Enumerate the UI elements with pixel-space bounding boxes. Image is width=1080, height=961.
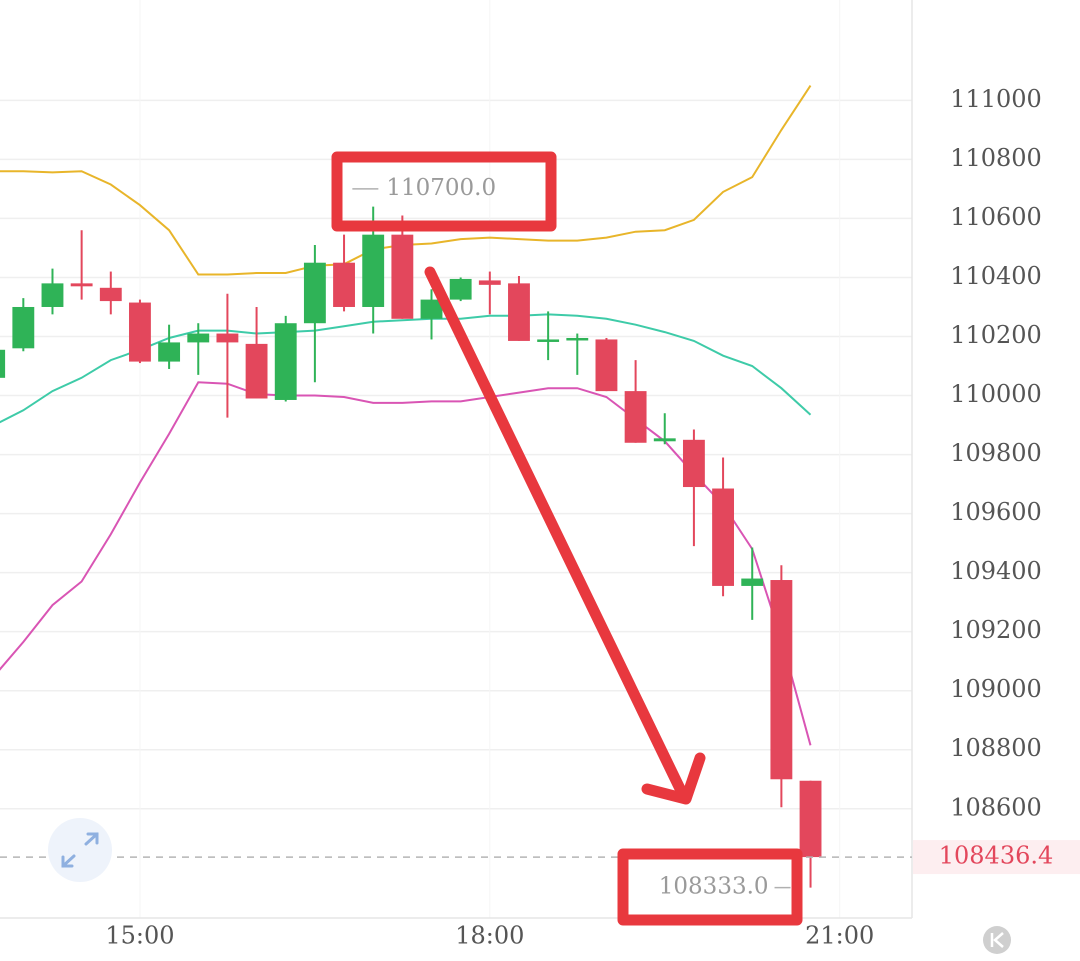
expand-button-bg[interactable]	[48, 818, 112, 882]
candle-body	[245, 343, 268, 399]
annotation-label: 110700.0	[386, 175, 496, 201]
y-tick-label: 108800	[950, 734, 1042, 762]
candle-body	[70, 283, 93, 287]
candle-body	[508, 283, 530, 341]
kline-button-bg[interactable]	[983, 926, 1011, 954]
y-tick-label: 109200	[950, 616, 1042, 644]
candle-body	[741, 578, 764, 586]
candle-body	[12, 306, 35, 349]
candle-body	[216, 333, 239, 343]
y-tick-label: 109600	[950, 498, 1042, 526]
expand-icon[interactable]	[61, 832, 99, 868]
candle-body	[537, 339, 560, 342]
expand-button[interactable]	[48, 818, 112, 882]
kline-icon[interactable]	[990, 932, 1004, 948]
x-tick-label: 18:00	[455, 922, 524, 950]
candle-body	[712, 488, 735, 586]
annotation-label: 108333.0	[659, 874, 769, 900]
highlight-box	[617, 848, 803, 926]
axes: 108600 108800 109000 109200 109400 109600 1098…	[105, 85, 1041, 950]
arrow-shaft	[424, 266, 690, 803]
candle-body	[129, 302, 151, 362]
overlay: 108436.4 110700.0 108333.0	[0, 175, 1080, 900]
candle-body	[158, 342, 181, 362]
candle-body	[0, 349, 6, 378]
x-tick-label: 15:00	[105, 922, 174, 950]
candle-body	[799, 780, 822, 858]
plot-area	[0, 85, 822, 888]
y-tick-label: 110000	[950, 380, 1042, 408]
candle-body	[362, 234, 385, 307]
candle-body	[41, 283, 64, 307]
candle-body	[653, 438, 676, 442]
band-line	[0, 381, 812, 746]
arrow-head	[641, 752, 706, 805]
y-tick-label: 111000	[950, 85, 1042, 113]
grid	[0, 99, 912, 810]
highlight-annotations	[331, 151, 803, 926]
y-tick-label: 108600	[950, 793, 1042, 821]
x-tick-label: 21:00	[805, 922, 874, 950]
last-price-badge	[913, 840, 1080, 875]
candle-body	[274, 323, 297, 400]
y-tick-label: 110800	[950, 144, 1042, 172]
candle-body	[187, 333, 210, 343]
candle-body	[770, 580, 793, 780]
y-tick-label: 109400	[950, 557, 1042, 585]
y-tick-label: 109000	[950, 675, 1042, 703]
band-line	[0, 313, 812, 424]
last-price-label: 108436.4	[939, 842, 1054, 870]
candle-body	[391, 234, 414, 319]
candle-body	[333, 262, 355, 307]
y-tick-label: 110600	[950, 203, 1042, 231]
candle-body	[303, 262, 326, 324]
candle-body	[449, 278, 472, 300]
candle-body	[682, 439, 705, 488]
kline-button[interactable]	[983, 926, 1011, 954]
candle-body	[420, 299, 443, 319]
candle-body	[595, 339, 618, 392]
y-tick-label: 110200	[950, 321, 1042, 349]
y-tick-label: 109800	[950, 439, 1042, 467]
candle-body	[624, 391, 647, 443]
highlight-box	[331, 151, 557, 232]
candle-body	[566, 337, 589, 341]
candle-body	[478, 280, 501, 285]
y-tick-label: 110400	[950, 262, 1042, 290]
candle-body	[99, 287, 122, 302]
